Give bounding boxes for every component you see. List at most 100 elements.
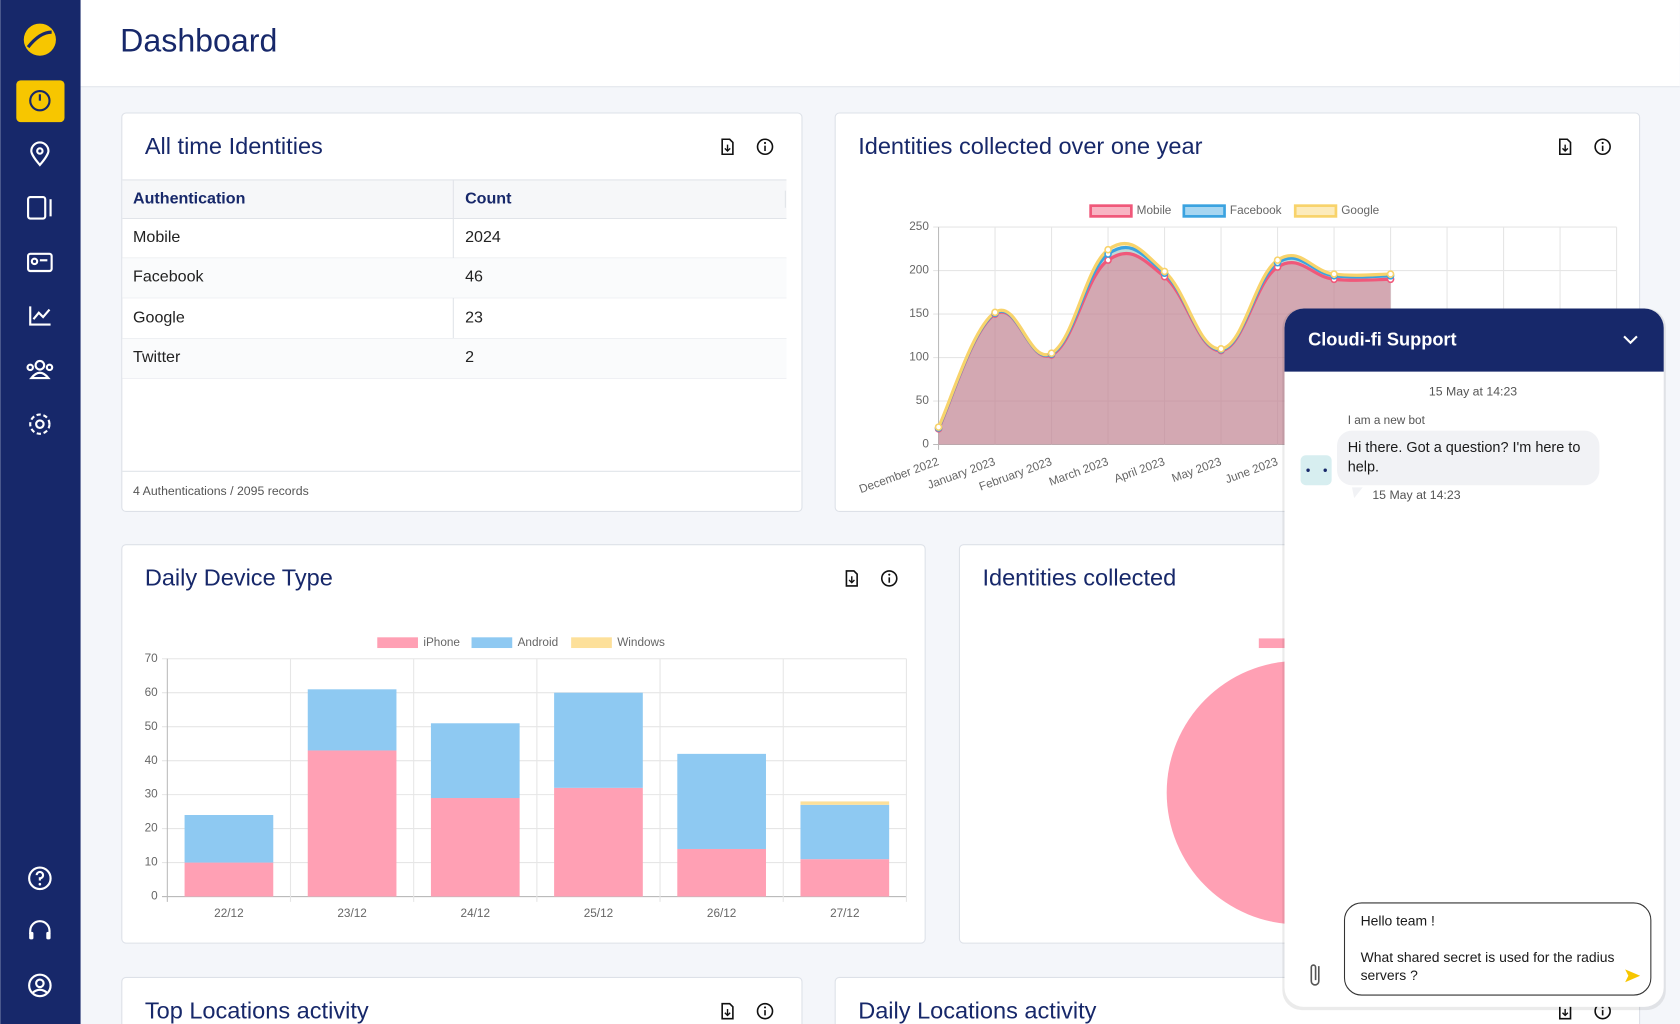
- bar-segment[interactable]: [800, 804, 890, 860]
- nav-dashboard-icon[interactable]: [29, 89, 51, 112]
- table-cell: 46: [465, 268, 483, 286]
- y-tick-label: 60: [145, 686, 159, 699]
- nav-active-bg[interactable]: [16, 80, 65, 123]
- export-button[interactable]: [721, 1002, 734, 1020]
- bar-segment[interactable]: [430, 723, 520, 799]
- chat-input-text[interactable]: Hello team ! What shared secret is used f…: [1361, 912, 1618, 985]
- bar-segment[interactable]: [800, 801, 890, 805]
- card-title: Identities collected over one year: [858, 133, 1202, 159]
- bar-segment[interactable]: [677, 848, 766, 897]
- bar-segment[interactable]: [307, 689, 397, 751]
- chat-input[interactable]: [1343, 902, 1652, 996]
- info-button[interactable]: [756, 138, 774, 156]
- info-icon: [1594, 138, 1611, 156]
- send-button[interactable]: [1625, 969, 1641, 983]
- export-button[interactable]: [721, 138, 734, 156]
- export-arrow: [724, 144, 731, 153]
- legend-label: Windows: [617, 636, 665, 649]
- bot-name: I am a new bot: [1348, 414, 1426, 427]
- data-point[interactable]: [1217, 345, 1225, 353]
- nav-locations[interactable]: [30, 141, 50, 167]
- info-dot: [888, 573, 891, 576]
- legend-item[interactable]: Android: [471, 636, 559, 649]
- data-point[interactable]: [1386, 270, 1395, 278]
- export-icon: [845, 570, 858, 587]
- nav-account[interactable]: [28, 973, 52, 998]
- table-cell: Twitter: [133, 348, 181, 366]
- table-cell: Google: [133, 308, 185, 326]
- data-point[interactable]: [1160, 267, 1169, 276]
- data-point[interactable]: [1104, 256, 1112, 264]
- bar-segment[interactable]: [184, 815, 274, 863]
- export-icon: [1558, 138, 1572, 156]
- data-point[interactable]: [1273, 256, 1282, 264]
- data-point[interactable]: [1330, 270, 1338, 278]
- y-tick-label: 50: [916, 394, 930, 407]
- export-button[interactable]: [845, 570, 858, 587]
- y-tick-label: 0: [922, 438, 929, 451]
- card: [121, 976, 803, 1024]
- attach-button[interactable]: [1310, 964, 1320, 986]
- gear-outer: [29, 413, 51, 435]
- export-button[interactable]: [1558, 138, 1572, 156]
- export-arrow: [1561, 1009, 1569, 1017]
- nav-help[interactable]: [28, 866, 52, 891]
- chart-icon: [29, 306, 51, 326]
- bar-segment[interactable]: [677, 753, 766, 849]
- nav-settings[interactable]: [29, 413, 51, 435]
- legend-item[interactable]: Facebook: [1182, 204, 1282, 218]
- chat-collapse[interactable]: [1623, 335, 1638, 345]
- y-tick-label: 50: [145, 720, 159, 733]
- legend-item[interactable]: Google: [1293, 204, 1380, 218]
- users-head: [34, 359, 46, 371]
- logo[interactable]: [23, 23, 56, 56]
- headset-r: [46, 931, 51, 940]
- info-button[interactable]: [756, 1002, 774, 1020]
- table-header-cell[interactable]: Authentication: [133, 189, 245, 207]
- export-arrow: [848, 576, 855, 584]
- nav-devices[interactable]: [27, 196, 52, 220]
- table-header-cell[interactable]: Count: [465, 189, 512, 207]
- message-wrap: Hi there. Got a question? I'm here to he…: [1348, 439, 1581, 474]
- bot-avatar: [1300, 455, 1332, 486]
- table-row-stripe: [122, 338, 787, 379]
- pie-legend-swatch: [1258, 638, 1291, 649]
- bar-segment[interactable]: [307, 750, 397, 897]
- series-area: [938, 247, 1391, 445]
- bar-segment[interactable]: [184, 862, 274, 897]
- card-title: Top Locations activity: [145, 997, 369, 1023]
- bar-segment[interactable]: [554, 787, 643, 897]
- y-tick-label: 20: [145, 822, 159, 835]
- info-dot: [763, 1006, 767, 1009]
- nav-users[interactable]: [26, 359, 54, 380]
- bar-segment[interactable]: [554, 692, 643, 788]
- table-header-bg: [122, 179, 787, 219]
- export-icon: [721, 138, 734, 156]
- bot-eye: [1323, 468, 1327, 472]
- nav-support[interactable]: [29, 920, 51, 940]
- bar-segment[interactable]: [430, 798, 520, 897]
- data-point[interactable]: [934, 423, 943, 431]
- legend-item[interactable]: Windows: [571, 636, 665, 649]
- card-title: All time Identities: [145, 133, 323, 159]
- legend-label: Google: [1341, 204, 1379, 217]
- nav-analytics[interactable]: [29, 306, 51, 326]
- x-tick-label: 24/12: [461, 907, 490, 920]
- nav-identities[interactable]: [27, 252, 53, 273]
- page-title: Dashboard: [120, 22, 277, 58]
- account-body: [31, 988, 49, 994]
- table-cell: Mobile: [133, 228, 180, 246]
- data-point[interactable]: [1104, 245, 1112, 254]
- data-point[interactable]: [1047, 349, 1056, 357]
- bar-segment[interactable]: [800, 859, 890, 897]
- x-tick-label: 25/12: [584, 907, 613, 920]
- info-button[interactable]: [880, 570, 898, 587]
- legend-swatch: [471, 637, 513, 649]
- sidebar: [0, 0, 81, 1024]
- data-point[interactable]: [991, 308, 999, 317]
- info-button[interactable]: [1594, 138, 1611, 156]
- legend-item[interactable]: Mobile: [1089, 204, 1172, 218]
- card: [121, 112, 803, 512]
- legend-item[interactable]: iPhone: [377, 636, 460, 649]
